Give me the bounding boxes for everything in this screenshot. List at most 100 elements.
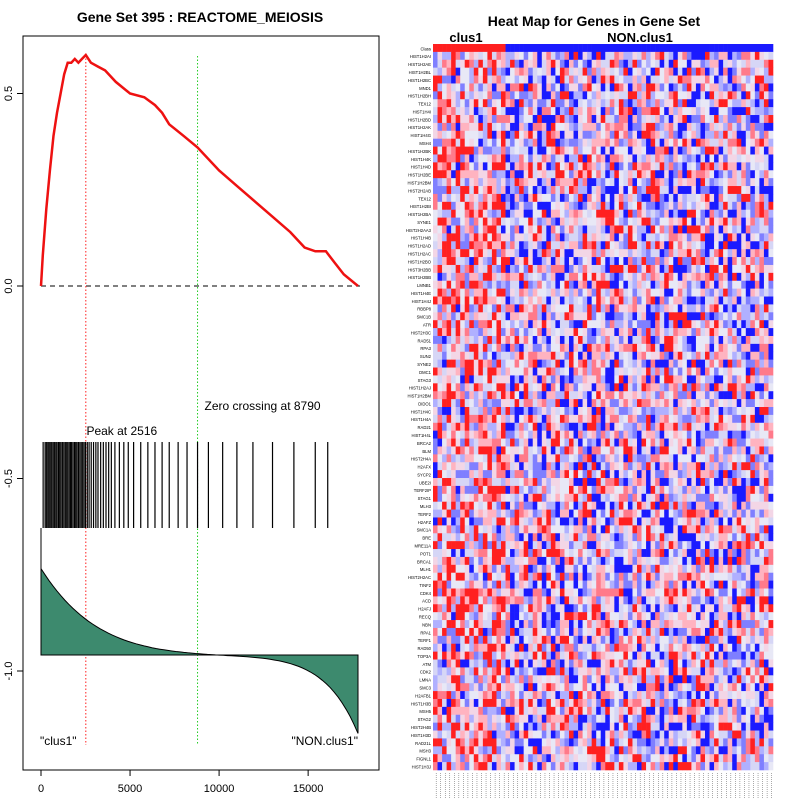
heatmap-cell xyxy=(473,430,479,439)
heatmap-cell xyxy=(596,146,602,155)
heatmap-cell xyxy=(718,280,724,289)
class-bar-cell xyxy=(691,44,697,53)
heatmap-cell xyxy=(460,517,466,526)
heatmap-cell xyxy=(736,162,742,171)
heatmap-cell xyxy=(718,525,724,534)
heatmap-cell xyxy=(532,383,538,392)
heatmap-cell xyxy=(442,328,447,337)
heatmap-cell xyxy=(686,217,692,226)
heatmap-cell xyxy=(614,201,620,211)
heatmap-cell xyxy=(754,446,760,455)
heatmap-cell xyxy=(655,186,660,195)
heatmap-cell xyxy=(587,170,592,179)
heatmap-cell xyxy=(741,59,747,68)
heatmap-cell xyxy=(523,304,529,313)
heatmap-cell xyxy=(532,422,538,431)
heatmap-cell xyxy=(596,478,602,487)
heatmap-cell xyxy=(700,162,706,171)
heatmap-cell xyxy=(691,122,697,132)
heatmap-cell xyxy=(745,115,751,124)
heatmap-cell xyxy=(677,549,683,558)
heatmap-cell xyxy=(523,241,529,250)
heatmap-cell xyxy=(691,154,697,163)
heatmap-cell xyxy=(709,367,715,376)
heatmap-cell xyxy=(569,91,574,100)
heatmap-cell xyxy=(496,280,502,289)
heatmap-cell xyxy=(596,67,602,76)
heatmap-cell xyxy=(709,280,715,289)
heatmap-cell xyxy=(523,438,529,447)
heatmap-cell xyxy=(514,549,520,558)
heatmap-cell xyxy=(609,383,615,392)
heatmap-cell xyxy=(727,257,733,266)
heatmap-cell xyxy=(691,257,697,266)
heatmap-cell xyxy=(546,280,552,289)
heatmap-cell xyxy=(727,249,733,258)
heatmap-cell xyxy=(442,351,447,360)
heatmap-cell xyxy=(705,91,710,100)
heatmap-cell xyxy=(455,67,461,76)
heatmap-cell xyxy=(523,288,529,297)
heatmap-cell xyxy=(478,383,484,392)
heatmap-cell xyxy=(523,178,529,187)
heatmap-cell xyxy=(646,367,651,376)
heatmap-cell xyxy=(478,351,484,360)
heatmap-cell xyxy=(496,359,502,368)
heatmap-cell xyxy=(745,241,751,250)
heatmap-cell xyxy=(718,99,724,108)
heatmap-cell xyxy=(700,225,706,234)
heatmap-cell xyxy=(582,414,588,424)
heatmap-cell xyxy=(587,541,592,550)
heatmap-cell xyxy=(573,383,579,392)
heatmap-cell xyxy=(659,67,665,76)
heatmap-cell xyxy=(559,422,565,431)
heatmap-cell xyxy=(655,115,660,124)
heatmap-cell xyxy=(433,399,438,408)
heatmap-cell xyxy=(473,533,479,542)
heatmap-cell xyxy=(741,201,747,211)
heatmap-cell xyxy=(695,549,701,558)
heatmap-cell xyxy=(677,209,683,218)
heatmap-cell xyxy=(646,359,651,368)
heatmap-cell xyxy=(528,280,534,289)
heatmap-cell xyxy=(655,359,660,368)
class-bar-cell xyxy=(523,44,529,53)
heatmap-cell xyxy=(501,335,506,345)
heatmap-cell xyxy=(555,533,561,542)
heatmap-cell xyxy=(596,241,602,250)
heatmap-cell xyxy=(600,170,606,179)
heatmap-cell xyxy=(505,454,511,463)
heatmap-cell xyxy=(433,446,438,455)
heatmap-cell xyxy=(555,51,561,61)
heatmap-cell xyxy=(650,446,656,455)
heatmap-cell xyxy=(550,296,556,305)
heatmap-cell xyxy=(632,193,638,203)
heatmap-cell xyxy=(677,288,683,297)
heatmap-cell xyxy=(623,391,629,400)
heatmap-cell xyxy=(469,201,475,211)
heatmap-cell xyxy=(637,217,642,226)
heatmap-cell xyxy=(523,328,529,337)
heatmap-cell xyxy=(501,549,506,558)
heatmap-cell xyxy=(741,430,747,439)
heatmap-cell xyxy=(700,217,706,226)
heatmap-cell xyxy=(714,154,719,163)
heatmap-cell xyxy=(487,549,493,558)
heatmap-cell xyxy=(741,51,747,61)
heatmap-cell xyxy=(673,541,679,550)
heatmap-cell xyxy=(695,209,701,218)
heatmap-cell xyxy=(695,225,701,234)
heatmap-cell xyxy=(482,193,488,203)
heatmap-cell xyxy=(528,517,534,526)
heatmap-cell xyxy=(496,533,502,542)
heatmap-cell xyxy=(491,280,497,289)
heatmap-cell xyxy=(682,438,688,447)
heatmap-cell xyxy=(763,462,769,471)
heatmap-cell xyxy=(741,122,747,132)
heatmap-cell xyxy=(745,83,751,92)
class-bar-cell xyxy=(763,44,769,53)
heatmap-cell xyxy=(491,130,497,139)
heatmap-cell xyxy=(750,280,756,289)
heatmap-cell xyxy=(732,343,738,353)
heatmap-cell xyxy=(723,493,728,502)
